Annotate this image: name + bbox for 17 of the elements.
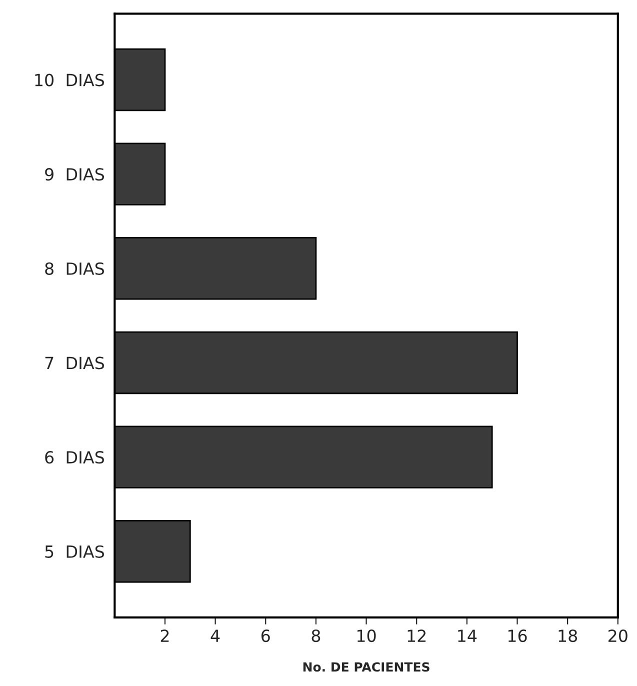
y-tick-label: 9 DIAS — [45, 168, 104, 181]
y-tick-label: 5 DIAS — [45, 545, 104, 558]
x-tick-label: 4 — [210, 630, 220, 642]
x-tick-label: 8 — [312, 630, 320, 642]
x-tick-label: 14 — [458, 630, 477, 642]
x-tick-label: 12 — [408, 630, 426, 642]
y-tick-label: 8 DIAS — [45, 262, 104, 275]
x-axis-title: No. DE PACIENTES — [303, 662, 430, 672]
y-tick-label: 6 DIAS — [45, 451, 104, 464]
x-tick-label: 2 — [160, 630, 169, 642]
x-tick-label: 18 — [558, 630, 578, 642]
x-tick-label: 6 — [261, 630, 270, 642]
x-tick-label: 20 — [608, 630, 628, 642]
y-tick-label: 7 DIAS — [45, 356, 104, 370]
y-tick-label: 10 DIAS — [35, 74, 104, 86]
x-tick-label: 16 — [508, 630, 527, 642]
x-tick-label: 10 — [358, 630, 376, 642]
